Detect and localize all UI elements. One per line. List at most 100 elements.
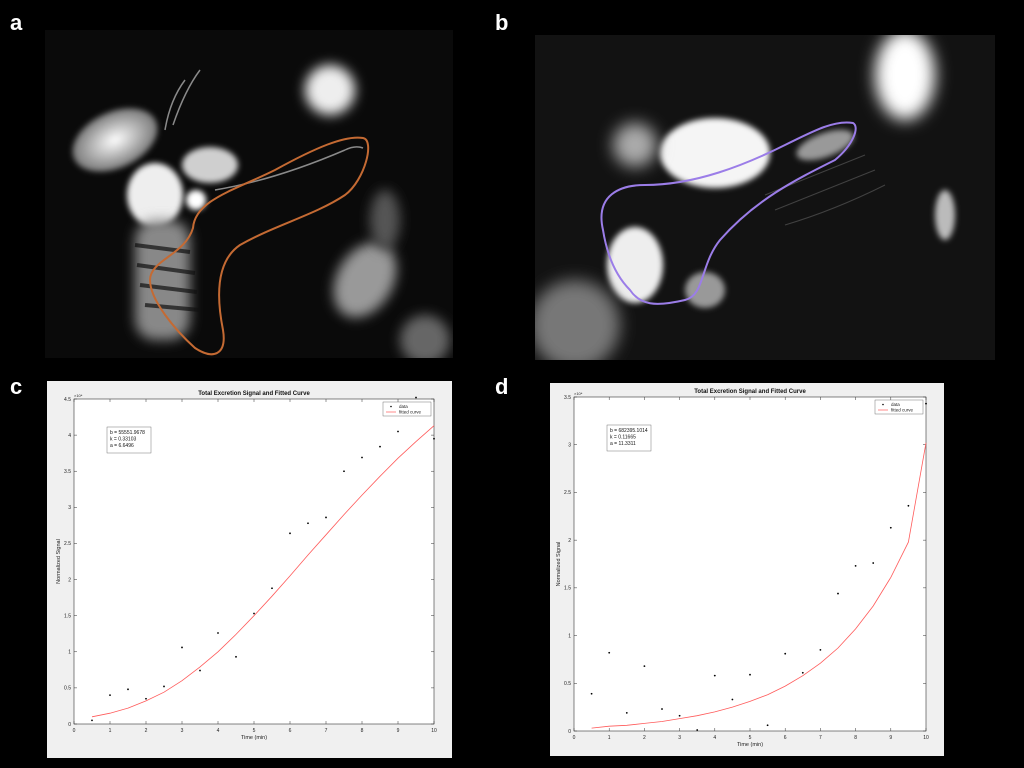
data-point: [145, 697, 147, 700]
panel-label-c: c: [10, 374, 23, 399]
mri-image-b: [535, 35, 995, 360]
param-line: k = 0.11665: [610, 435, 636, 441]
data-point: [181, 646, 183, 649]
legend-fit-label: fitted curve: [891, 408, 914, 413]
y-tick-label: 3.5: [64, 469, 71, 475]
mri-image-a: [45, 30, 453, 358]
chart-title: Total Excretion Signal and Fitted Curve: [198, 391, 310, 397]
x-tick-label: 10: [923, 735, 929, 741]
x-axis-label: Time (min): [241, 735, 267, 741]
legend-data-label: data: [399, 404, 408, 409]
panel-label-d: d: [495, 374, 509, 399]
data-point: [253, 612, 255, 615]
x-axis-label: Time (min): [737, 742, 763, 748]
data-point: [925, 402, 927, 405]
y-tick-label: 2.5: [564, 490, 571, 496]
param-line: a = 6.6496: [110, 443, 134, 449]
y-exponent: ×10⁴: [574, 391, 583, 396]
chart-c: Total Excretion Signal and Fitted Curve ×…: [47, 381, 452, 758]
data-point: [731, 698, 734, 701]
data-point: [819, 648, 822, 651]
data-point: [289, 532, 291, 535]
legend-data-marker: [882, 403, 884, 406]
x-tick-label: 7: [325, 728, 328, 734]
x-tick-label: 3: [181, 728, 184, 734]
data-point: [307, 522, 309, 525]
data-point: [643, 665, 646, 668]
pancreas-outline-b: [600, 121, 857, 305]
data-point: [361, 456, 363, 459]
data-point: [713, 674, 716, 677]
data-point: [415, 396, 417, 399]
y-tick-label: 1: [568, 633, 571, 639]
y-tick-label: 1: [68, 650, 71, 656]
param-line: k = 0.33103: [110, 437, 136, 443]
y-tick-label: 4: [68, 433, 71, 439]
chart-d: Total Excretion Signal and Fitted Curve ×…: [550, 383, 944, 756]
y-tick-label: 3.5: [564, 395, 571, 401]
anatomy-shapes: [535, 35, 955, 360]
y-tick-label: 2: [68, 577, 71, 583]
data-point: [109, 694, 111, 697]
x-tick-label: 3: [678, 735, 681, 741]
data-point: [590, 692, 593, 695]
x-tick-label: 9: [889, 735, 892, 741]
x-tick-label: 7: [819, 735, 822, 741]
y-tick-label: 0: [68, 722, 71, 728]
x-tick-label: 4: [713, 735, 716, 741]
x-tick-label: 4: [217, 728, 220, 734]
data-point: [678, 714, 681, 717]
data-point: [127, 688, 129, 691]
param-line: a = 11.3311: [610, 441, 636, 447]
y-exponent: ×10⁴: [74, 393, 83, 398]
x-tick-label: 0: [73, 728, 76, 734]
data-point: [199, 669, 201, 672]
data-point: [854, 565, 857, 567]
legend-data-marker: [390, 405, 392, 408]
data-point: [608, 651, 611, 654]
y-tick-label: 0.5: [564, 681, 571, 687]
x-tick-label: 0: [573, 735, 576, 741]
param-line: b = 682395.1014: [610, 428, 648, 434]
x-tick-label: 5: [253, 728, 256, 734]
data-point: [271, 587, 273, 590]
data-point: [397, 430, 399, 433]
data-point: [163, 685, 165, 688]
x-tick-label: 1: [109, 728, 112, 734]
legend-box: [382, 401, 432, 417]
x-tick-label: 6: [289, 728, 292, 734]
legend-box: [874, 399, 924, 415]
chart-title: Total Excretion Signal and Fitted Curve: [694, 389, 806, 395]
data-point: [766, 724, 769, 727]
x-tick-label: 6: [784, 735, 787, 741]
data-point: [325, 516, 327, 519]
legend-data-label: data: [891, 402, 900, 407]
y-axis-label: Normalized Signal: [556, 542, 562, 587]
data-point: [379, 445, 381, 448]
x-tick-label: 5: [749, 735, 752, 741]
data-point: [91, 719, 93, 722]
data-point: [801, 671, 804, 674]
panel-label-a: a: [10, 10, 23, 35]
y-tick-label: 1.5: [64, 613, 71, 619]
fitted-curve-line: [91, 425, 435, 718]
x-tick-label: 2: [643, 735, 646, 741]
data-point: [343, 470, 345, 473]
params-box: [106, 426, 152, 454]
y-tick-label: 4.5: [64, 397, 71, 403]
param-line: b = 55551.9678: [110, 430, 145, 436]
y-tick-label: 2: [568, 538, 571, 544]
params-box: [606, 424, 652, 452]
x-tick-label: 1: [608, 735, 611, 741]
data-point: [696, 729, 699, 731]
data-point: [889, 526, 892, 529]
legend-fit-label: fitted curve: [399, 410, 422, 415]
data-point: [837, 592, 839, 595]
y-tick-label: 0: [568, 729, 571, 735]
data-point: [872, 562, 875, 564]
fitted-curve-line: [591, 442, 927, 729]
y-tick-label: 0.5: [64, 686, 71, 692]
data-point: [625, 711, 628, 714]
panel-label-b: b: [495, 10, 509, 35]
data-point: [749, 673, 751, 676]
